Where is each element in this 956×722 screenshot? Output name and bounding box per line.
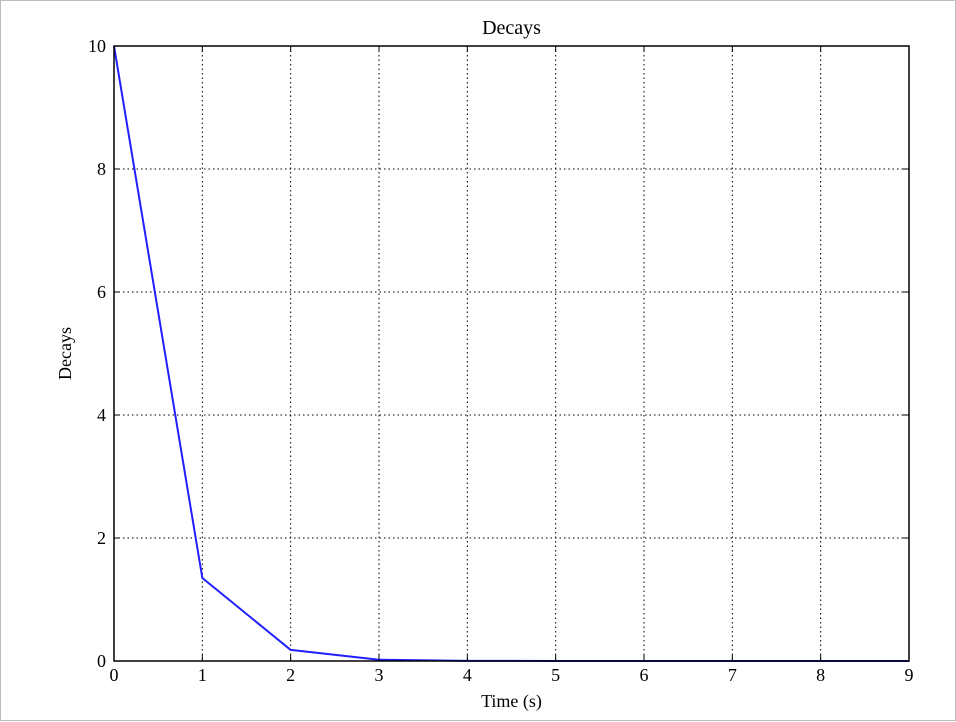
x-tick-label: 1	[198, 665, 207, 685]
x-tick-label: 6	[640, 665, 649, 685]
y-tick-label: 4	[97, 405, 106, 425]
tick-labels: 0 1 2 3 4 5 6 7 8 9 0 2 4 6 8 10	[88, 36, 914, 685]
x-axis-label: Time (s)	[481, 691, 542, 712]
y-tick-label: 2	[97, 528, 106, 548]
x-tick-label: 2	[286, 665, 295, 685]
x-tick-label: 4	[463, 665, 472, 685]
x-tick-label: 5	[551, 665, 560, 685]
grid	[114, 46, 909, 661]
x-tick-label: 0	[110, 665, 119, 685]
y-axis-label: Decays	[55, 327, 75, 380]
chart-title: Decays	[482, 17, 541, 39]
x-tick-label: 8	[816, 665, 825, 685]
y-tick-label: 0	[97, 651, 106, 671]
series-line	[113, 45, 909, 662]
x-tick-label: 3	[375, 665, 384, 685]
axis-ticks	[113, 45, 910, 662]
y-tick-label: 6	[97, 282, 106, 302]
series-layer	[113, 45, 909, 662]
plot-area-border	[113, 45, 910, 662]
y-tick-label: 8	[97, 159, 106, 179]
y-tick-label: 10	[88, 36, 106, 56]
x-tick-label: 7	[728, 665, 737, 685]
x-tick-label: 9	[905, 665, 914, 685]
